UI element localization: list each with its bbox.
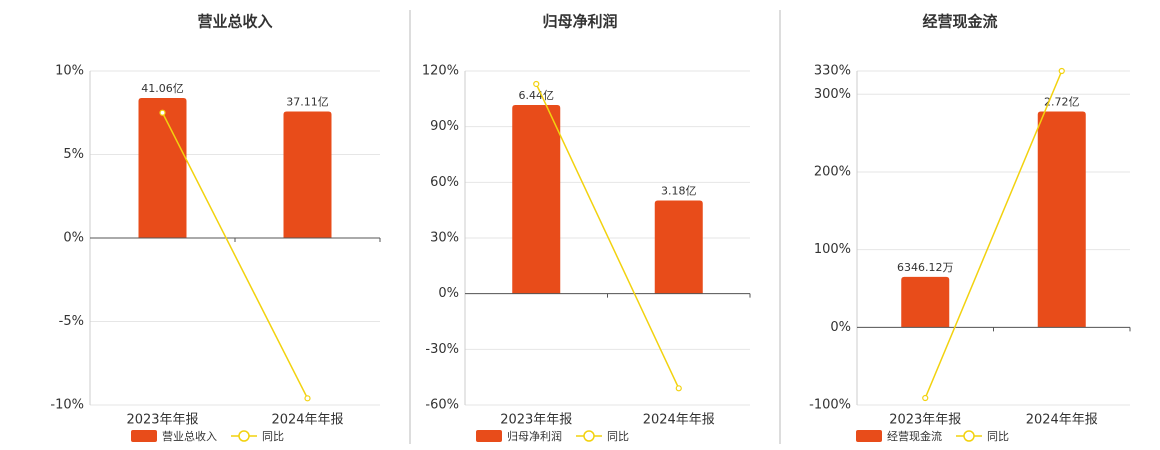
point: [533, 80, 540, 88]
point: [159, 109, 166, 116]
y-tick-label: 0%: [438, 286, 459, 301]
x-tick-label: 2023年年报: [500, 413, 572, 428]
y-tick-label: 120%: [422, 64, 459, 79]
y-tick-label: 10%: [55, 64, 84, 79]
legend-label: 同比: [987, 430, 1009, 443]
bar: [283, 111, 332, 238]
bar: [512, 104, 561, 294]
legend-label: 营业总收入: [162, 429, 217, 443]
y-tick-label: -60%: [425, 398, 459, 413]
y-tick-label: -10%: [50, 398, 84, 413]
value-label: 6346.12万: [897, 261, 954, 274]
legend-label: 同比: [607, 430, 629, 443]
y-tick-label: 90%: [430, 119, 459, 134]
y-tick-label: 5%: [63, 147, 84, 162]
x-tick-label: 2024年年报: [271, 413, 343, 428]
bar: [654, 200, 703, 294]
y-tick-label: -5%: [59, 314, 84, 329]
bar: [138, 98, 187, 238]
bar: [1037, 111, 1086, 328]
y-tick-label: 100%: [814, 242, 851, 257]
y-tick-label: 200%: [814, 164, 851, 179]
point: [675, 385, 682, 392]
line: [924, 70, 1063, 399]
y-tick-label: 330%: [814, 64, 851, 79]
legend-swatch: [238, 430, 250, 442]
y-tick-label: -30%: [425, 342, 459, 357]
line: [535, 83, 680, 389]
value-label: 3.18亿: [661, 184, 697, 197]
legend-swatch: [131, 430, 157, 442]
y-tick-label: 60%: [430, 175, 459, 190]
chart-title: 经营现金流: [922, 13, 997, 31]
point: [1058, 67, 1065, 75]
line: [161, 112, 309, 399]
y-tick-label: 0%: [63, 231, 84, 246]
x-tick-label: 2023年年报: [126, 413, 198, 428]
y-tick-label: 300%: [814, 87, 851, 102]
legend-swatch: [963, 430, 975, 442]
legend-swatch: [583, 430, 595, 442]
legend-label: 经营现金流: [887, 429, 942, 443]
point: [922, 394, 929, 402]
x-tick-label: 2024年年报: [643, 413, 715, 428]
legend-label: 归母净利润: [507, 429, 562, 443]
chart-title: 归母净利润: [542, 13, 617, 31]
value-label: 6.44亿: [519, 89, 555, 102]
point: [304, 395, 311, 402]
x-tick-label: 2023年年报: [889, 413, 961, 428]
x-tick-label: 2024年年报: [1026, 413, 1098, 428]
value-label: 2.72亿: [1044, 95, 1080, 108]
y-tick-label: 0%: [830, 320, 851, 335]
chart-title: 营业总收入: [197, 13, 272, 31]
bar: [901, 276, 950, 328]
legend-label: 同比: [262, 430, 284, 443]
legend-swatch: [856, 430, 882, 442]
value-label: 41.06亿: [141, 82, 184, 95]
value-label: 37.11亿: [286, 96, 329, 109]
legend-swatch: [476, 430, 502, 442]
y-tick-label: 30%: [430, 231, 459, 246]
y-tick-label: -100%: [809, 398, 851, 413]
